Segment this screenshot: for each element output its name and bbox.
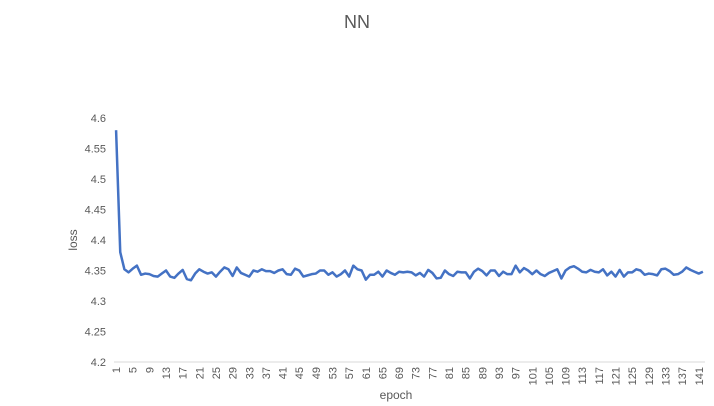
- y-tick-label: 4.5: [91, 174, 106, 186]
- x-tick-label: 73: [411, 367, 423, 379]
- x-axis-title: epoch: [380, 388, 413, 402]
- x-tick-label: 105: [544, 367, 556, 385]
- x-tick-label: 89: [477, 367, 489, 379]
- x-tick-label: 53: [328, 367, 340, 379]
- x-tick-label: 37: [261, 367, 273, 379]
- y-tick-label: 4.55: [85, 144, 106, 156]
- x-tick-label: 69: [394, 367, 406, 379]
- x-tick-label: 77: [427, 367, 439, 379]
- x-tick-label: 45: [294, 367, 306, 379]
- x-tick-label: 137: [677, 367, 689, 385]
- x-tick-label: 17: [178, 367, 190, 379]
- x-tick-label: 117: [594, 367, 606, 385]
- x-tick-label: 101: [527, 367, 539, 385]
- y-tick-label: 4.6: [91, 113, 106, 125]
- x-tick-label: 57: [344, 367, 356, 379]
- x-tick-label: 13: [161, 367, 173, 379]
- x-tick-label: 121: [611, 367, 623, 385]
- x-tick-label: 41: [278, 367, 290, 379]
- x-tick-label: 29: [228, 367, 240, 379]
- y-axis-title: loss: [66, 229, 80, 250]
- x-tick-label: 21: [194, 367, 206, 379]
- y-tick-label: 4.45: [85, 205, 106, 217]
- x-tick-label: 113: [577, 367, 589, 385]
- y-tick-label: 4.2: [91, 357, 106, 369]
- x-tick-label: 97: [511, 367, 523, 379]
- x-tick-label: 33: [244, 367, 256, 379]
- x-tick-label: 61: [361, 367, 373, 379]
- x-tick-label: 85: [461, 367, 473, 379]
- x-tick-label: 125: [627, 367, 639, 385]
- x-tick-label: 129: [644, 367, 656, 385]
- y-tick-label: 4.3: [91, 296, 106, 308]
- x-tick-label: 93: [494, 367, 506, 379]
- x-tick-label: 81: [444, 367, 456, 379]
- x-tick-label: 133: [660, 367, 672, 385]
- y-tick-label: 4.35: [85, 266, 106, 278]
- x-tick-label: 1: [111, 367, 123, 373]
- x-tick-label: 5: [128, 367, 140, 373]
- x-tick-label: 109: [561, 367, 573, 385]
- x-tick-label: 25: [211, 367, 223, 379]
- x-tick-label: 49: [311, 367, 323, 379]
- y-tick-label: 4.4: [91, 235, 106, 247]
- data-line: [114, 130, 704, 282]
- x-tick-label: 141: [694, 367, 706, 385]
- x-tick-label: 65: [377, 367, 389, 379]
- y-tick-label: 4.25: [85, 327, 106, 339]
- chart-title: NN: [344, 12, 370, 32]
- x-tick-label: 9: [144, 367, 156, 373]
